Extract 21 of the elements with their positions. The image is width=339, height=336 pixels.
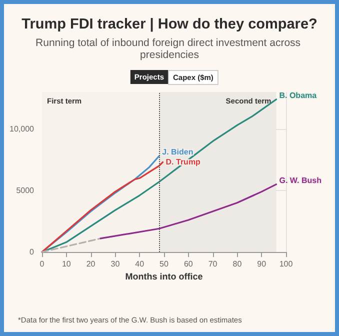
x-tick-label: 0 xyxy=(40,260,45,268)
chart-title: Trump FDI tracker | How do they compare? xyxy=(22,16,318,32)
x-tick-label: 60 xyxy=(184,260,194,268)
y-tick-label: 5000 xyxy=(16,186,35,195)
series-label: G. W. Bush xyxy=(279,176,322,185)
line-series xyxy=(100,184,278,240)
x-tick-label: 40 xyxy=(135,260,145,268)
x-axis-title: Months into office xyxy=(125,272,203,282)
x-tick-label: 30 xyxy=(110,260,120,268)
x-tick-label: 10 xyxy=(62,260,72,268)
series-label: B. Obama xyxy=(279,90,318,100)
x-tick-label: 100 xyxy=(279,260,294,268)
x-tick-label: 80 xyxy=(232,260,242,268)
x-tick-label: 50 xyxy=(160,260,169,268)
y-tick-label: 10,000 xyxy=(10,124,35,134)
x-tick-label: 90 xyxy=(257,260,267,268)
chart-subtitle: Running total of inbound foreign direct investment across presidencies xyxy=(36,37,304,61)
series-label: J. Biden xyxy=(162,148,194,156)
x-tick-label: 70 xyxy=(208,260,218,268)
x-tick-label: 20 xyxy=(86,260,96,268)
y-tick-label: 0 xyxy=(30,248,35,256)
